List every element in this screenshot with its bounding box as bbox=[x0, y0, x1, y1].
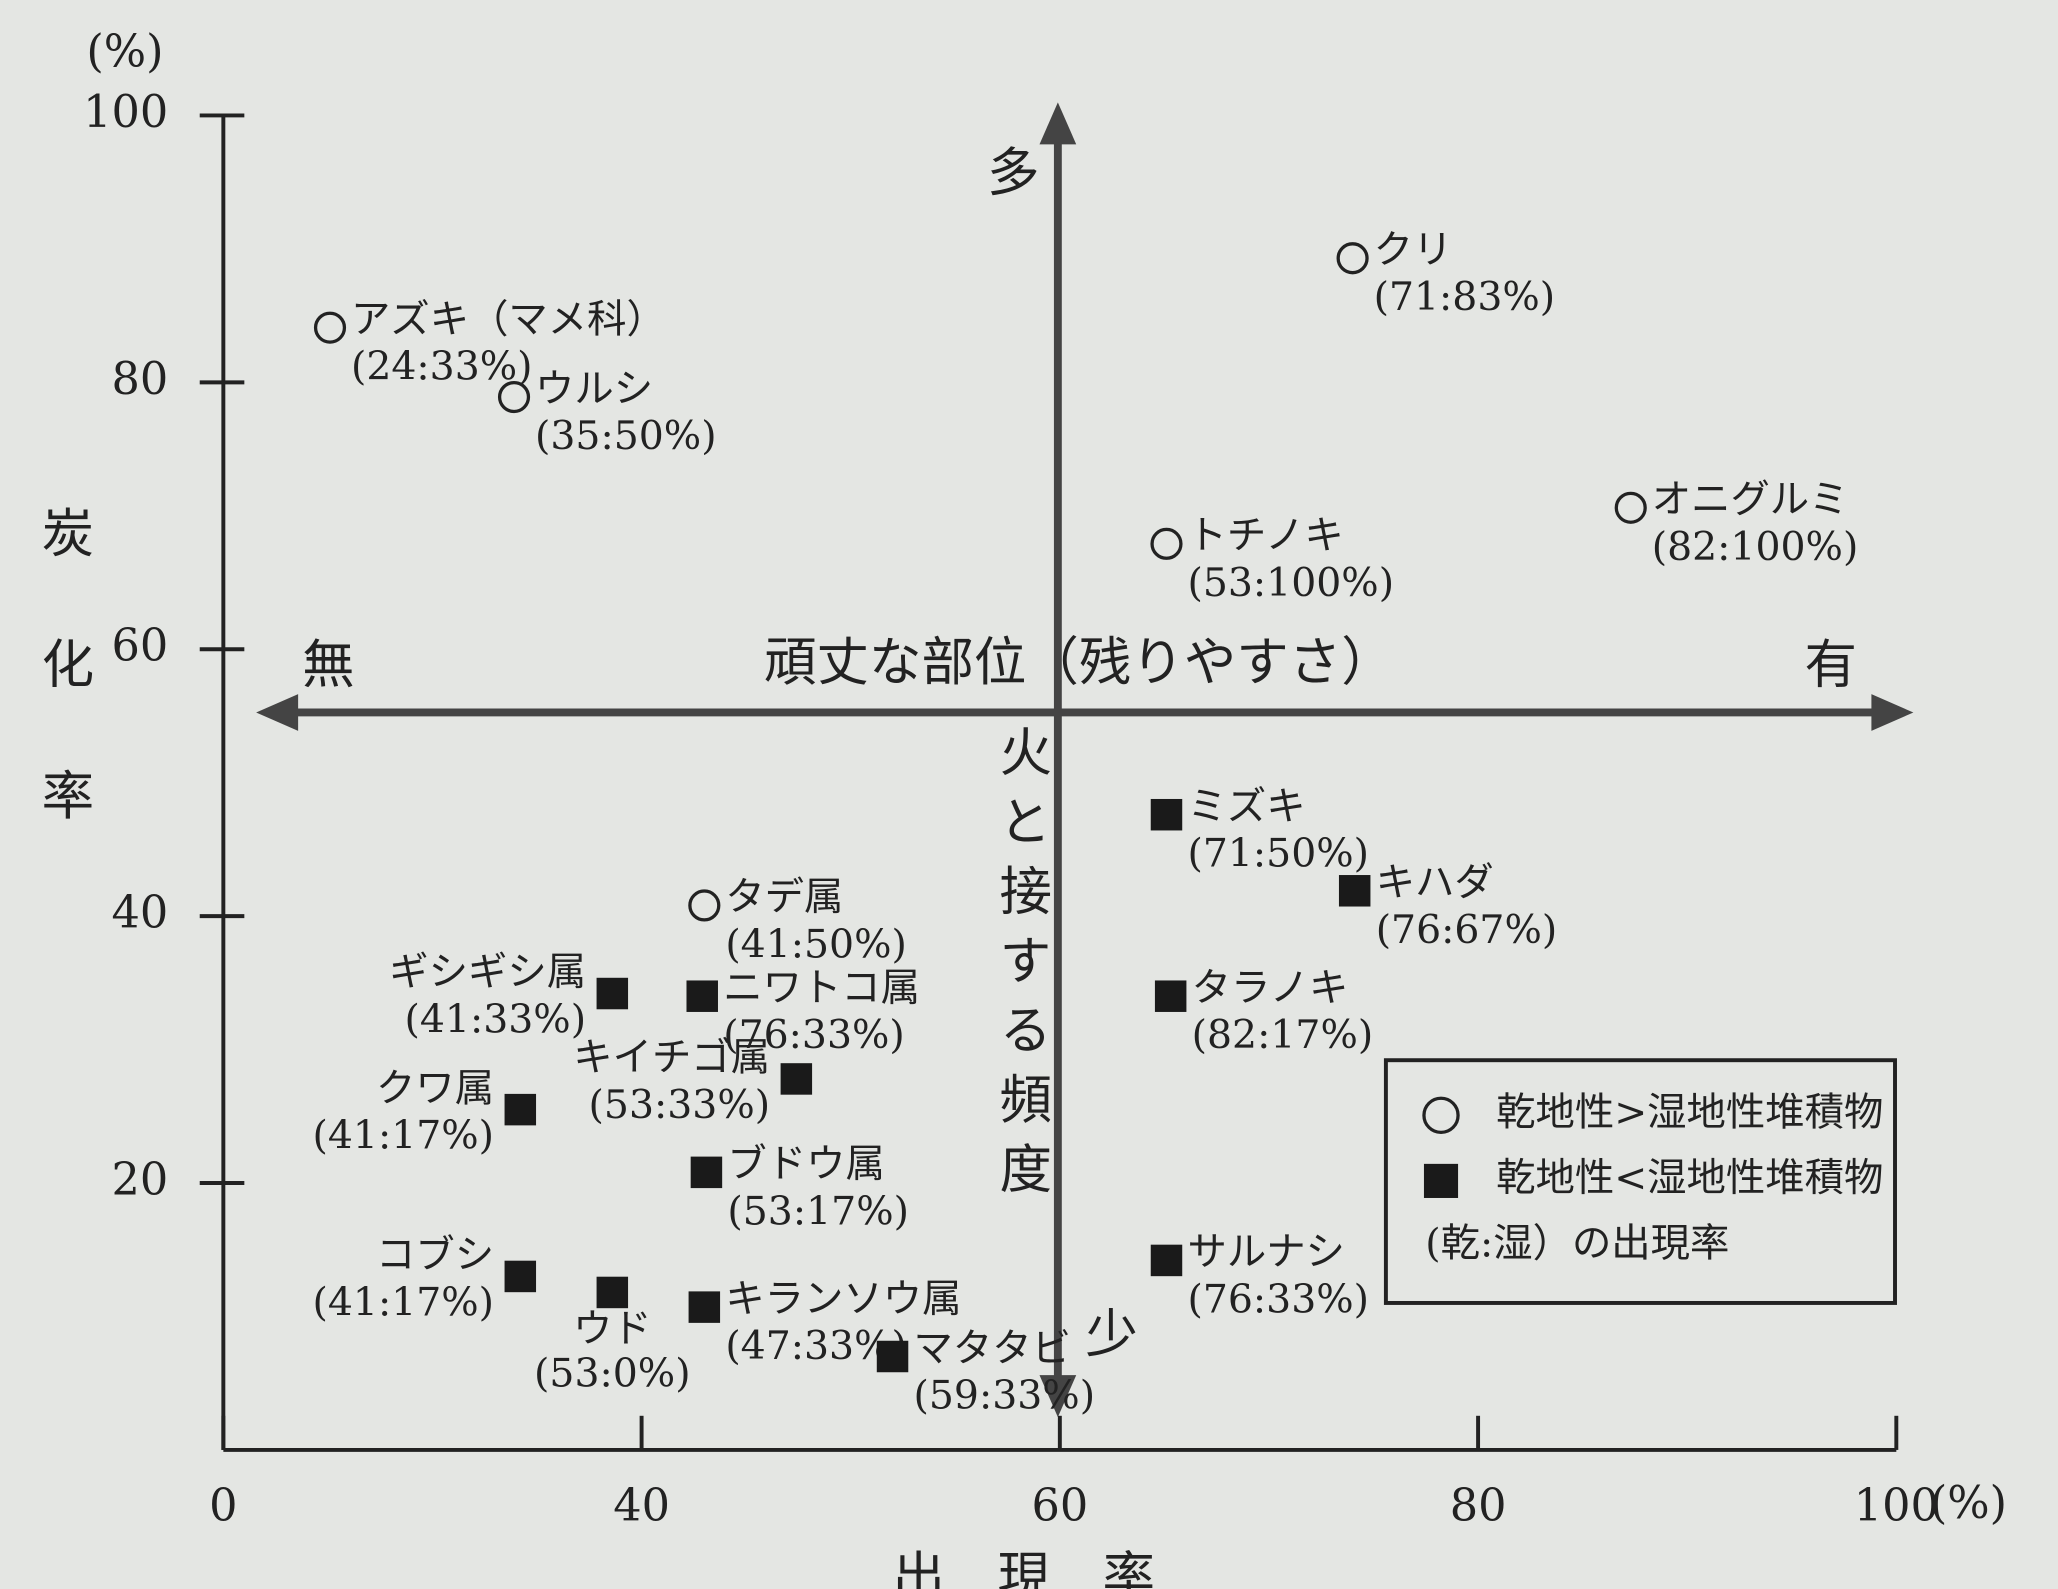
point bbox=[1614, 491, 1647, 524]
point-rate: (41:17%) bbox=[313, 1112, 495, 1158]
x-tick-label: 60 bbox=[1031, 1479, 1088, 1531]
point bbox=[596, 1276, 629, 1309]
arrow-head bbox=[1871, 694, 1914, 731]
point bbox=[1154, 980, 1187, 1012]
annotation: 火と接する頻度 bbox=[991, 724, 1052, 1211]
point-rate: (59:33%) bbox=[914, 1372, 1096, 1418]
point-label: ミズキ bbox=[1187, 783, 1305, 829]
y-unit: (%) bbox=[86, 26, 163, 78]
point bbox=[596, 977, 629, 1010]
point bbox=[1336, 242, 1369, 275]
point bbox=[313, 311, 347, 344]
arrow-head bbox=[256, 694, 299, 731]
point-rate: (76:33%) bbox=[723, 1012, 905, 1058]
point-rate: (71:50%) bbox=[1187, 831, 1369, 877]
y-tick-label: 80 bbox=[111, 353, 168, 405]
point bbox=[1338, 875, 1371, 907]
y-tick-label: 100 bbox=[83, 86, 168, 138]
legend-box bbox=[1383, 1058, 1897, 1305]
point-label: キイチゴ属 bbox=[573, 1035, 770, 1081]
x-tick-label: 40 bbox=[613, 1479, 670, 1531]
point bbox=[690, 1156, 723, 1189]
x-unit: (%) bbox=[1930, 1477, 2007, 1529]
point-label: キランソウ属 bbox=[725, 1276, 961, 1322]
point-label: ブドウ属 bbox=[727, 1141, 884, 1187]
arrow-head bbox=[1039, 102, 1077, 145]
point-rate: (53:33%) bbox=[589, 1082, 771, 1128]
point-rate: (71:83%) bbox=[1374, 274, 1556, 320]
point bbox=[780, 1063, 813, 1095]
point-label: タデ属 bbox=[725, 874, 843, 920]
legend-marker bbox=[1422, 1096, 1460, 1135]
x-tick-label: 0 bbox=[209, 1479, 237, 1531]
legend-note: (乾:湿）の出現率 bbox=[1425, 1221, 1729, 1267]
point-label: トチノキ bbox=[1187, 513, 1343, 559]
point-label: タラノキ bbox=[1192, 965, 1349, 1011]
annotation: 多 bbox=[987, 143, 1039, 204]
point bbox=[497, 380, 531, 414]
point-rate: (47:33%) bbox=[725, 1323, 907, 1369]
point bbox=[504, 1260, 537, 1293]
point bbox=[688, 889, 721, 922]
point-rate: (41:33%) bbox=[405, 996, 587, 1042]
point-rate: (82:17%) bbox=[1192, 1012, 1374, 1058]
point-rate: (41:50%) bbox=[725, 921, 907, 967]
x-axis-title: 出現率 bbox=[893, 1547, 1208, 1589]
x-tick-label: 80 bbox=[1450, 1479, 1507, 1531]
x-tick-label: 100 bbox=[1854, 1479, 1939, 1531]
point-rate: (35:50%) bbox=[535, 413, 717, 459]
point-label: ギシギシ属 bbox=[389, 949, 586, 995]
point-label: コブシ bbox=[376, 1232, 494, 1278]
point-label: ウド bbox=[573, 1306, 652, 1352]
point bbox=[1150, 527, 1183, 560]
point-rate: (53:100%) bbox=[1187, 560, 1394, 606]
annotation: 無 bbox=[302, 635, 354, 696]
point bbox=[688, 1291, 721, 1323]
annotation: 頑丈な部位（残りやすさ） bbox=[764, 632, 1394, 693]
point bbox=[1150, 798, 1183, 831]
point-label: ウルシ bbox=[535, 366, 653, 412]
annotation: 少 bbox=[1085, 1304, 1137, 1365]
point-label: キハダ bbox=[1376, 860, 1494, 906]
point bbox=[1150, 1244, 1183, 1277]
point-label: アズキ（マメ科） bbox=[351, 296, 666, 342]
point-rate: (53:0%) bbox=[534, 1350, 691, 1396]
point-rate: (76:33%) bbox=[1187, 1276, 1369, 1322]
point-label: マタタビ bbox=[914, 1325, 1071, 1371]
y-tick-label: 40 bbox=[111, 887, 168, 939]
point-label: ニワトコ属 bbox=[723, 965, 920, 1011]
point-label: クリ bbox=[1374, 227, 1453, 273]
point-rate: (76:67%) bbox=[1376, 907, 1558, 953]
point bbox=[504, 1093, 537, 1126]
y-axis-title: 炭化率 bbox=[33, 505, 94, 899]
point-rate: (53:17%) bbox=[727, 1188, 909, 1234]
annotation: 有 bbox=[1804, 635, 1856, 696]
legend-label: 乾地性<湿地性堆積物 bbox=[1496, 1155, 1883, 1201]
arrow-head bbox=[1039, 1375, 1077, 1418]
point-rate: (41:17%) bbox=[313, 1279, 495, 1325]
y-tick-label: 60 bbox=[111, 620, 168, 672]
legend-marker bbox=[1423, 1163, 1459, 1198]
point-label: クワ属 bbox=[376, 1065, 494, 1111]
legend-label: 乾地性>湿地性堆積物 bbox=[1496, 1089, 1883, 1135]
point-label: オニグルミ bbox=[1652, 477, 1849, 523]
y-tick-label: 20 bbox=[111, 1154, 168, 1206]
point bbox=[876, 1340, 909, 1373]
point-rate: (82:100%) bbox=[1652, 524, 1859, 570]
point-label: サルナシ bbox=[1187, 1229, 1344, 1275]
point bbox=[686, 980, 718, 1012]
point-rate: (24:33%) bbox=[351, 344, 533, 390]
